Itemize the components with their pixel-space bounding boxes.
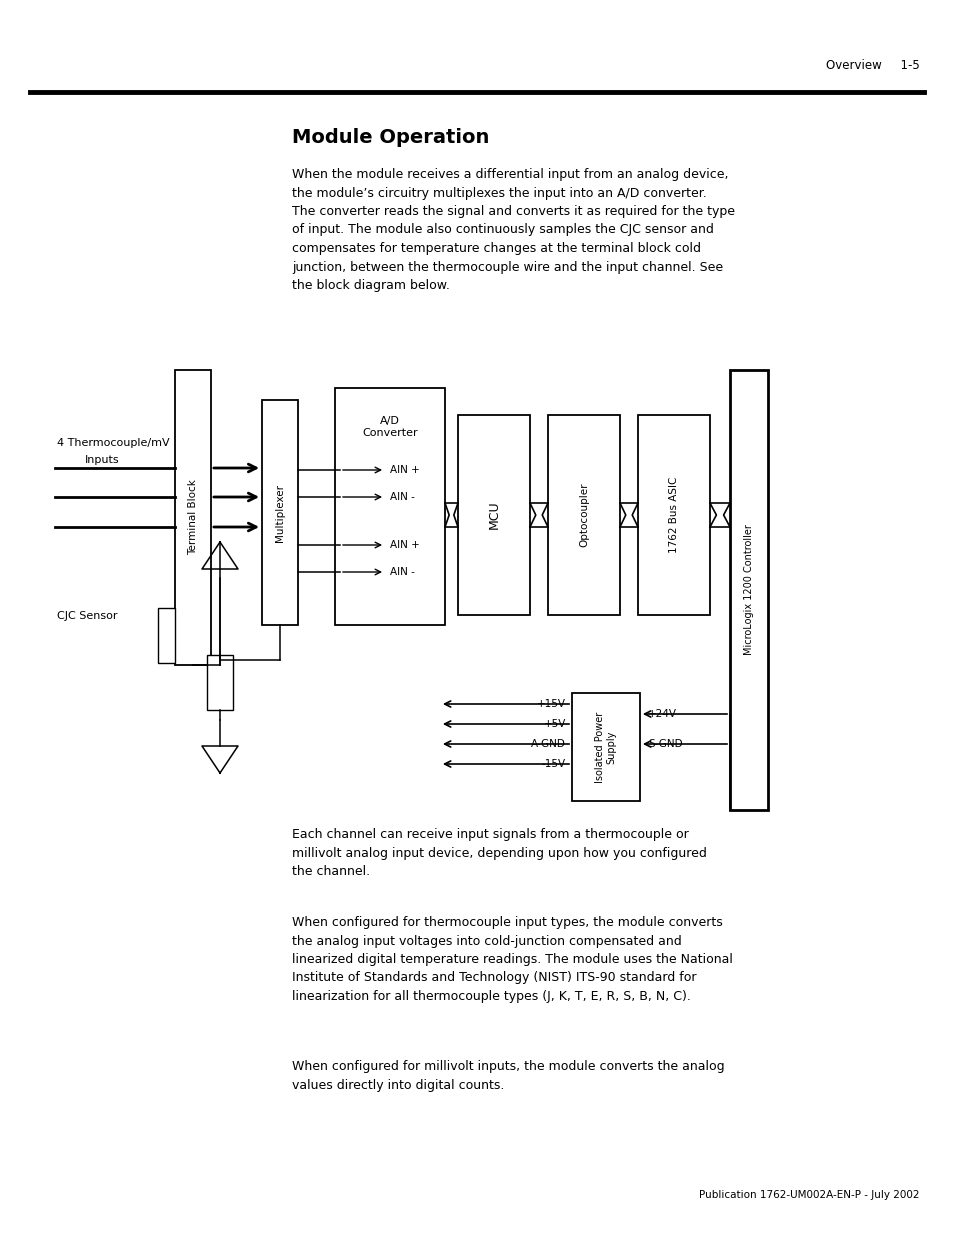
Bar: [174, 370, 211, 664]
Bar: [638, 415, 709, 615]
Text: Isolated Power
Supply: Isolated Power Supply: [595, 711, 617, 783]
Text: 1762 Bus ASIC: 1762 Bus ASIC: [668, 477, 679, 553]
Text: AIN -: AIN -: [390, 492, 415, 501]
Text: Inputs: Inputs: [85, 454, 119, 466]
Text: S-GND: S-GND: [647, 739, 682, 748]
Bar: [729, 370, 767, 810]
Text: When configured for thermocouple input types, the module converts
the analog inp: When configured for thermocouple input t…: [292, 916, 732, 1003]
Text: Publication 1762-UM002A-EN-P - July 2002: Publication 1762-UM002A-EN-P - July 2002: [699, 1191, 919, 1200]
Text: 4 Thermocouple/mV: 4 Thermocouple/mV: [57, 438, 170, 448]
Bar: [547, 415, 619, 615]
Text: MicroLogix 1200 Controller: MicroLogix 1200 Controller: [743, 525, 753, 656]
Text: Terminal Block: Terminal Block: [188, 479, 198, 556]
Text: AIN +: AIN +: [390, 540, 419, 550]
Text: MCU: MCU: [487, 500, 500, 530]
Text: A-GND: A-GND: [531, 739, 565, 748]
Text: CJC Sensor: CJC Sensor: [57, 611, 117, 621]
Text: When configured for millivolt inputs, the module converts the analog
values dire: When configured for millivolt inputs, th…: [292, 1060, 724, 1092]
Text: +5V: +5V: [543, 719, 565, 729]
Text: Optocoupler: Optocoupler: [578, 483, 588, 547]
Text: +15V: +15V: [537, 699, 565, 709]
Bar: [572, 693, 639, 802]
Text: -15V: -15V: [541, 760, 565, 769]
Text: Overview     1-5: Overview 1-5: [825, 59, 919, 72]
Bar: [335, 388, 444, 625]
Bar: [457, 415, 530, 615]
Text: Module Operation: Module Operation: [292, 128, 489, 147]
Bar: [262, 400, 297, 625]
Bar: [158, 608, 174, 663]
Text: AIN -: AIN -: [390, 567, 415, 577]
Text: +24V: +24V: [647, 709, 677, 719]
Bar: [207, 655, 233, 710]
Text: When the module receives a differential input from an analog device,
the module’: When the module receives a differential …: [292, 168, 734, 291]
Text: Multiplexer: Multiplexer: [274, 483, 285, 541]
Text: A/D
Converter: A/D Converter: [362, 416, 417, 437]
Text: Each channel can receive input signals from a thermocouple or
millivolt analog i: Each channel can receive input signals f…: [292, 827, 706, 878]
Text: AIN +: AIN +: [390, 466, 419, 475]
